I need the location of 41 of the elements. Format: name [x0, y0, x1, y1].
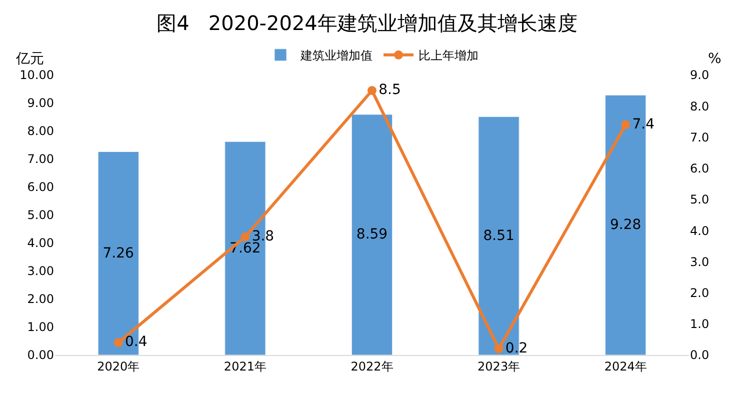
point	[114, 338, 123, 348]
y-tick-label: 3.00	[27, 264, 54, 278]
y2-tick-label: 6.0	[690, 162, 710, 176]
data-label: 7.26	[102, 245, 134, 262]
x-tick-label: 2020年	[97, 359, 140, 374]
y2-tick-label: 4.0	[690, 224, 710, 238]
point	[368, 86, 376, 96]
legend-label: 建筑业增加值	[300, 48, 372, 63]
y-tick-label: 5.00	[27, 208, 54, 222]
x-tick-label: 2021年	[224, 359, 266, 374]
y2-tick-label: 8.0	[690, 99, 710, 114]
y2-tick-label: 1.0	[690, 317, 710, 332]
data-label: 8.59	[356, 226, 388, 243]
point	[494, 344, 504, 354]
y-tick-label: 9.00	[27, 96, 54, 110]
y-tick-label: 10.00	[20, 68, 54, 82]
y2-tick-label: 7.0	[690, 130, 710, 144]
y2-tick-label: 3.0	[690, 254, 710, 269]
legend-label: 比上年增加	[418, 48, 478, 63]
y2-tick-label: 2.0	[690, 286, 710, 300]
x-tick-label: 2024年	[604, 359, 647, 374]
y2-tick-label: 5.0	[690, 192, 710, 207]
data-label: 9.28	[610, 217, 642, 234]
y-tick-label: 4.00	[27, 236, 54, 250]
y-tick-label: 2.00	[27, 292, 54, 306]
data-label: 8.51	[483, 228, 514, 244]
y-tick-label: 0.00	[27, 348, 54, 362]
y2-axis-title: %	[708, 51, 722, 67]
point	[621, 120, 630, 130]
x-tick-label: 2023年	[478, 359, 520, 374]
y-tick-label: 1.00	[27, 320, 54, 334]
y-tick-label: 6.00	[27, 180, 54, 194]
data-label: 8.5	[378, 82, 401, 98]
chart-title: 图4 2020-2024年建筑业增加值及其增长速度	[156, 10, 578, 35]
bar	[351, 114, 393, 355]
y-axis-title: 亿元	[15, 51, 44, 67]
y2-tick-label: 0.0	[690, 348, 710, 362]
y-tick-label: 8.00	[27, 124, 54, 138]
y2-tick-label: 9.0	[690, 68, 710, 82]
x-tick-label: 2022年	[350, 359, 394, 374]
y-tick-label: 7.00	[27, 152, 54, 166]
